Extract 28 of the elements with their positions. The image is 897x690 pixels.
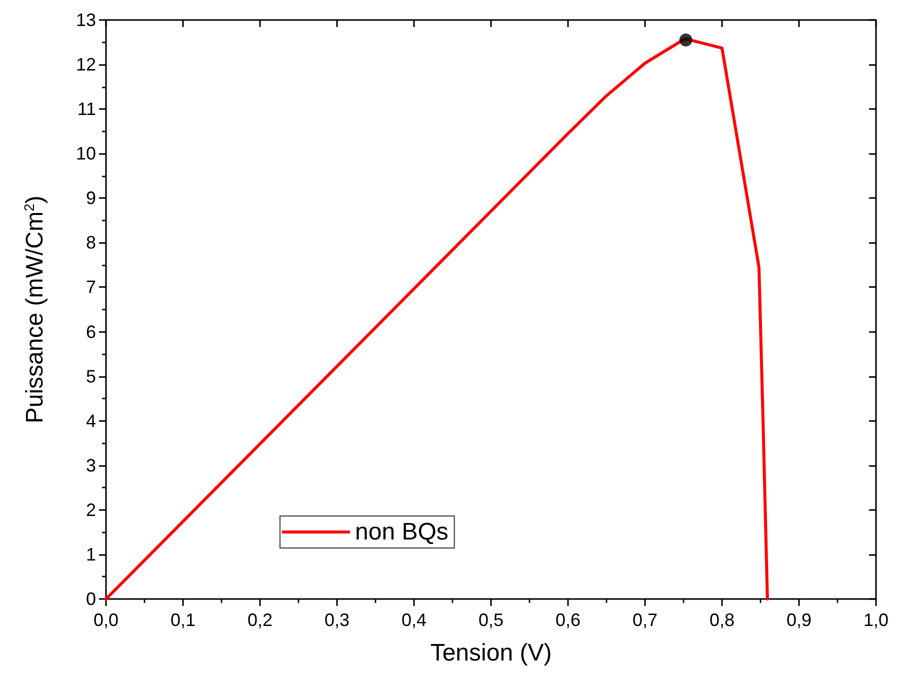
y-tick-label: 6: [86, 322, 96, 342]
y-tick-label: 12: [76, 54, 96, 75]
y-axis-title: Puissance (mW/Cm2): [21, 196, 48, 424]
x-tick-label: 0,6: [555, 610, 581, 630]
y-tick-label: 5: [86, 366, 96, 386]
y-tick-label: 11: [77, 99, 96, 120]
y-tick-label: 0: [86, 589, 96, 609]
x-tick-label: 0,4: [401, 610, 427, 630]
legend-label: non BQs: [355, 518, 448, 546]
y-tick-label: 8: [86, 232, 96, 253]
x-axis-title: Tension (V): [430, 640, 552, 666]
y-tick-label: 3: [86, 455, 96, 476]
x-tick-label: 0,3: [324, 610, 350, 630]
x-tick-label: 0,2: [247, 610, 273, 630]
x-tick-label: 0,7: [632, 610, 658, 630]
y-tick-label: 10: [76, 144, 96, 164]
y-tick-label: 2: [86, 500, 96, 520]
x-tick-label: 0,0: [93, 610, 119, 630]
y-tick-label: 1: [86, 544, 96, 564]
y-tick-label: 7: [86, 277, 96, 298]
x-tick-label: 0,9: [786, 610, 812, 630]
x-tick-label: 0,8: [709, 610, 735, 630]
y-tick-label: 13: [76, 10, 96, 30]
x-tick-label: 1,0: [863, 610, 889, 630]
x-tick-label: 0,5: [478, 610, 504, 630]
x-tick-label: 0,1: [170, 610, 196, 630]
y-tick-label: 9: [86, 188, 96, 208]
y-tick-label: 4: [86, 410, 96, 431]
